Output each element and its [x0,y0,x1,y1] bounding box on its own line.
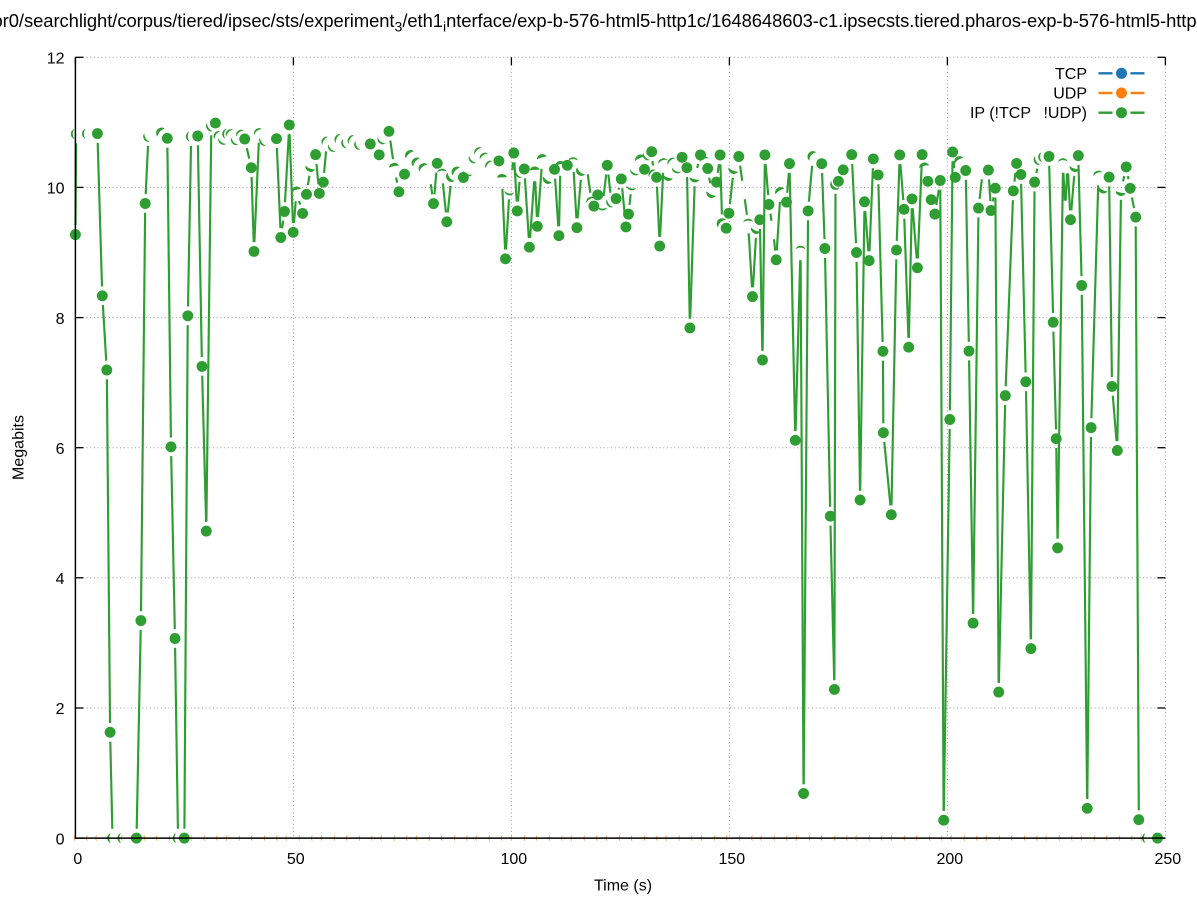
svg-text:250: 250 [1154,851,1181,868]
svg-text:Megabits: Megabits [11,415,28,480]
svg-text:UDP: UDP [1053,86,1087,103]
svg-text:8: 8 [56,311,65,328]
svg-text:50: 50 [287,851,305,868]
svg-text:4: 4 [56,571,65,588]
svg-text:pr0/searchlight/corpus/tiered/: pr0/searchlight/corpus/tiered/ipsec/sts/… [0,10,1197,35]
svg-text:0: 0 [73,851,82,868]
svg-text:150: 150 [718,851,745,868]
svg-text:200: 200 [936,851,963,868]
svg-text:Time (s): Time (s) [594,878,652,895]
svg-text:IP (!TCP !UDP): IP (!TCP !UDP) [970,105,1087,122]
svg-text:0: 0 [56,831,65,848]
svg-text:100: 100 [500,851,527,868]
svg-text:12: 12 [47,51,65,68]
svg-text:10: 10 [47,181,65,198]
svg-text:6: 6 [56,441,65,458]
svg-text:TCP: TCP [1055,66,1087,83]
svg-text:2: 2 [56,701,65,718]
